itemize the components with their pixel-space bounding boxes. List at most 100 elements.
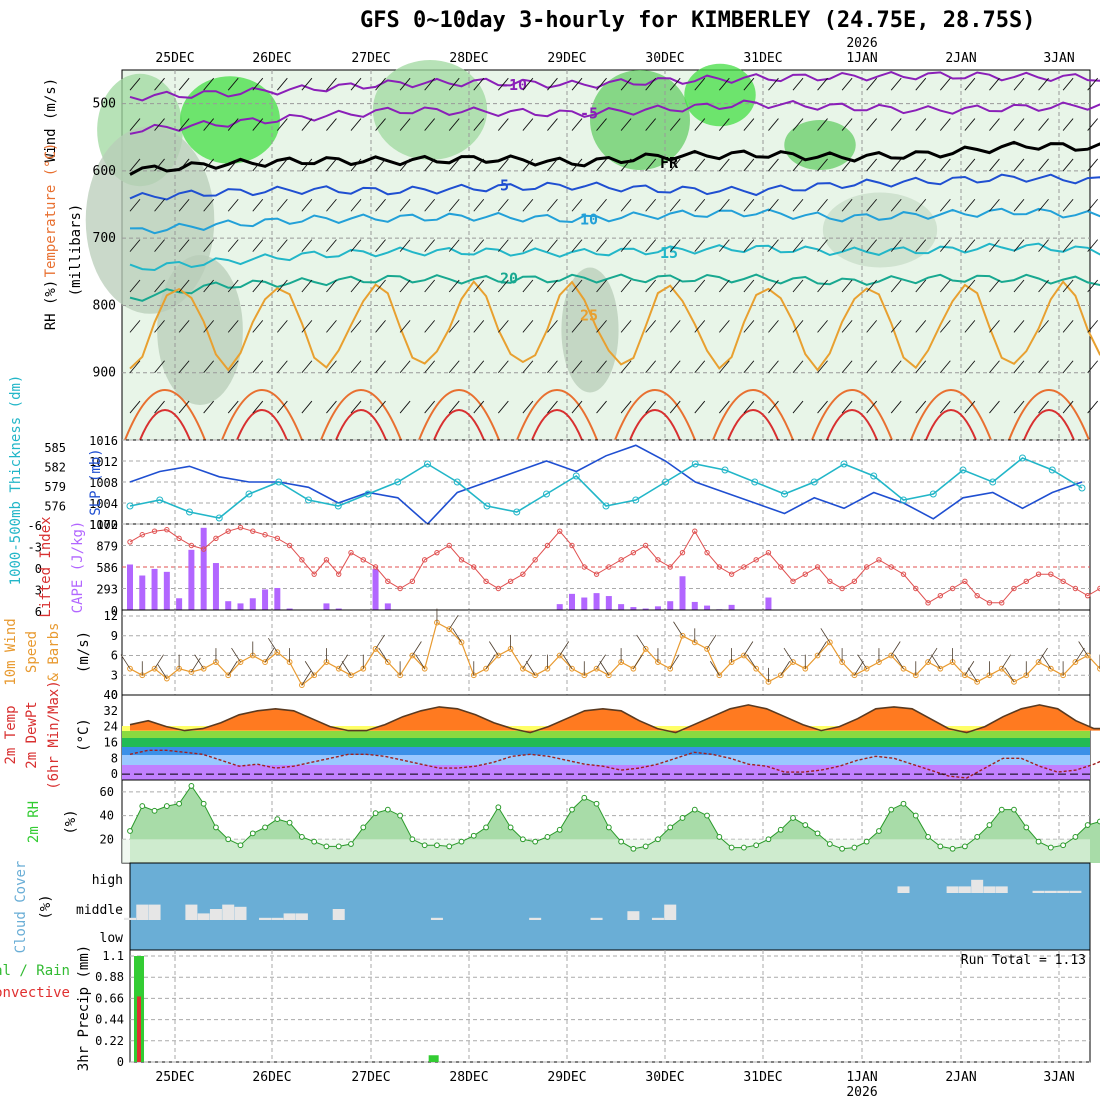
lifted-index-point (336, 571, 342, 577)
wind-barb (817, 279, 828, 293)
lifted-index-point (937, 592, 944, 599)
pressure-tick-label: 800 (93, 298, 116, 313)
wind-barb (178, 320, 190, 333)
lifted-index-point (974, 592, 980, 599)
rh-point (998, 806, 1005, 813)
wind-barb (547, 158, 558, 172)
temp-contour-30 (320, 389, 402, 441)
wind-barb (939, 158, 951, 172)
wind-barb (547, 400, 558, 414)
temp-contour-30 (925, 409, 977, 441)
cape-bar (569, 593, 575, 610)
wind-barb (375, 320, 386, 333)
wind-barb (694, 77, 706, 91)
wind-axis-label-c: & Barbs (46, 622, 62, 681)
wind-barb (1038, 198, 1049, 212)
thickness-point (186, 508, 193, 516)
wind-barb (178, 239, 190, 252)
date-label-top: 29DEC (547, 51, 586, 66)
wind-speed-point (605, 672, 612, 679)
wind-axis-label: Wind (m/s) (43, 78, 59, 162)
rh-point (605, 824, 612, 831)
lifted-index-point (360, 557, 366, 563)
lifted-index-point (372, 564, 379, 570)
wind-barb (1062, 118, 1074, 131)
wind-barb (378, 647, 389, 663)
pressure-tick-label: 600 (93, 164, 116, 179)
lifted-index-point (200, 546, 207, 552)
lifted-index-point (262, 532, 268, 538)
wind-barb (743, 400, 755, 414)
rh-point (286, 819, 293, 826)
wind-barb (768, 198, 779, 212)
wind-barb (276, 198, 288, 212)
wind-barb (473, 158, 485, 172)
cloud-bar-high (971, 879, 984, 893)
cape-bar (163, 571, 170, 610)
rh-shading (684, 63, 756, 127)
rh-point (802, 822, 809, 828)
rh-point (519, 836, 526, 843)
rh-point (667, 824, 674, 831)
lifted-index-point (913, 585, 919, 592)
wind-barb (424, 198, 436, 212)
thickness-point (215, 514, 223, 522)
lifted-index-point (802, 571, 808, 577)
wind-barb (596, 77, 607, 91)
wind-barb (203, 400, 215, 414)
lifted-index-point (348, 549, 354, 556)
lifted-index-point (1072, 585, 1079, 592)
rh-shading (180, 76, 280, 164)
thickness-tick-label: 579 (44, 480, 66, 494)
lifted-index-point (188, 542, 195, 549)
wind-barb (129, 77, 141, 91)
thickness-point (305, 496, 312, 504)
rh-point (249, 830, 256, 837)
precip-tick-label: 0.88 (95, 970, 124, 984)
wind-barb (154, 118, 165, 131)
thickness-point (1078, 484, 1086, 492)
wind-barb (989, 118, 1000, 131)
thickness-point (1048, 466, 1056, 474)
temp-band (122, 738, 1090, 747)
wind-barb (129, 320, 141, 333)
cape-bar (335, 608, 342, 610)
rh-point (691, 806, 698, 813)
wind-barb (768, 118, 779, 131)
rh-point (900, 800, 907, 807)
wind-barb (473, 400, 485, 414)
wind-barb (1062, 158, 1074, 172)
rh-point (618, 838, 625, 845)
contour-label: 20 (500, 270, 518, 288)
cloud-tick-label: middle (76, 903, 123, 918)
wind-barb (743, 360, 755, 374)
wind-barb (645, 320, 657, 333)
rh-point (728, 844, 735, 851)
lifted-index-point (839, 585, 845, 592)
wind-barb (939, 118, 951, 131)
lifted-index-point (814, 564, 821, 570)
wind-speed-point (237, 659, 244, 665)
wind-barb (203, 158, 215, 172)
wind-speed-point (826, 639, 833, 646)
wind-barb (645, 77, 657, 91)
rh-point (974, 834, 981, 840)
wind-barb (154, 654, 164, 669)
lifted-index-point (1023, 578, 1029, 585)
wind-barb (547, 320, 558, 333)
wind-barb (890, 360, 902, 374)
wind-barb (154, 320, 165, 333)
lifted-index-point (544, 542, 551, 549)
wind-barb (1038, 239, 1049, 252)
wind-barb (694, 239, 706, 252)
wind-barb (673, 621, 683, 636)
rh-point (1072, 834, 1079, 840)
rh-point (163, 803, 170, 809)
rh-point (483, 824, 489, 831)
date-label-top: 27DEC (351, 51, 390, 66)
wind-barb (817, 198, 828, 212)
wind-barb (645, 198, 657, 212)
wind-barb (792, 279, 804, 293)
wind-barb (964, 158, 976, 172)
wind-barb (669, 279, 681, 293)
